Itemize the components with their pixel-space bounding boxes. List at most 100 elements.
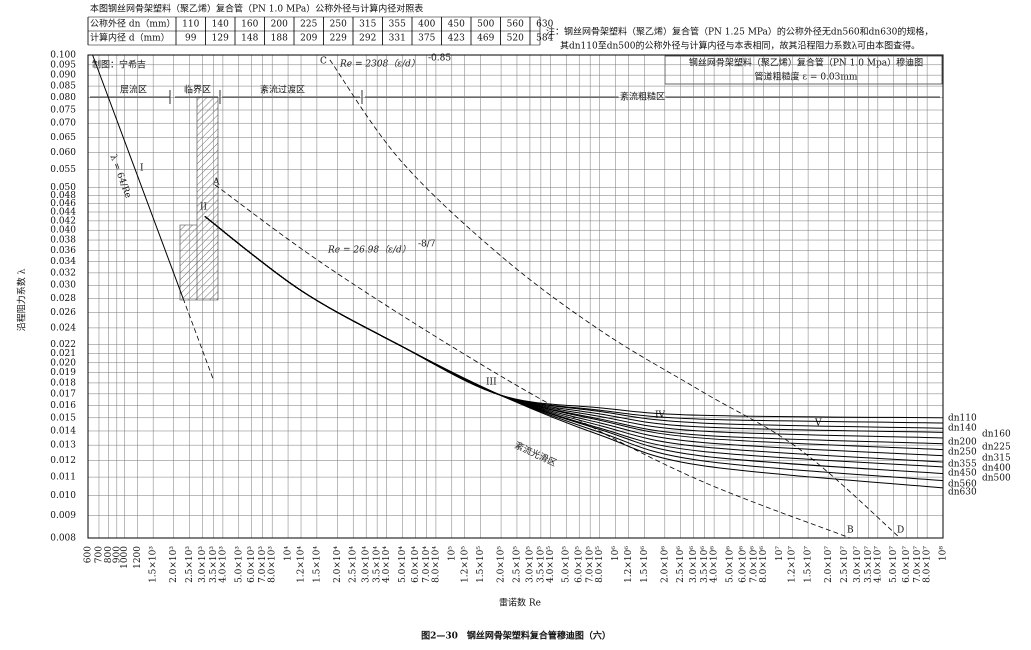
curve (92, 54, 184, 299)
x-tick-label: 700 (94, 546, 104, 563)
x-tick-label: 3.5×10⁵ (536, 546, 546, 583)
note: 其dn110至dn500的公称外径与计算内径与本表相同，故其沿程阻力系数λ可由本… (560, 40, 920, 52)
boundary-line (329, 59, 901, 539)
equation: Re = 26.98（ε/d） (327, 245, 411, 256)
legend-label: dn400 (982, 464, 1011, 474)
y-tick-label: 0.042 (50, 216, 76, 226)
table-cell: 计算内径 d（mm） (90, 32, 170, 44)
x-tick-label: 3.0×10⁶ (689, 546, 699, 583)
x-tick-label: 1000 (120, 546, 130, 569)
y-tick-label: 0.065 (50, 133, 76, 143)
table-cell: 160 (241, 20, 258, 30)
x-tick-label: 1.5×10³ (149, 546, 159, 583)
region-label: 层流区 (120, 84, 147, 96)
legend-label: dn225 (982, 443, 1011, 453)
y-tick-label: 0.046 (50, 199, 76, 209)
y-tick-label: 0.020 (50, 358, 76, 368)
table-cell: 148 (241, 34, 258, 44)
x-tick-label: 10⁶ (611, 546, 621, 561)
x-tick-label: 1.2×10⁶ (624, 546, 634, 583)
x-tick-label: 5.0×10⁶ (725, 546, 735, 583)
x-tick-label: 1.5×10⁴ (312, 546, 322, 583)
table-cell: 520 (507, 34, 524, 44)
x-tick-label: 3.5×10⁴ (373, 546, 383, 583)
point-label: A (212, 178, 220, 188)
box-roughness: 管道粗糙度 ε = 0.03mm (755, 71, 858, 83)
y-tick-label: 0.085 (50, 82, 76, 92)
x-tick-label: 3.0×10⁷ (853, 546, 863, 583)
y-tick-label: 0.055 (50, 165, 76, 175)
y-tick-label: 0.050 (50, 183, 76, 193)
y-tick-label: 0.034 (50, 257, 76, 267)
table-cell: 355 (389, 20, 406, 30)
x-tick-label: 8.0×10⁷ (923, 546, 933, 583)
table-cell: 400 (418, 20, 435, 30)
y-tick-label: 0.080 (50, 93, 76, 103)
x-tick-label: 7.0×10⁴ (422, 546, 432, 583)
x-tick-label: 3.0×10⁵ (525, 546, 535, 583)
x-tick-label: 2.5×10⁶ (676, 546, 686, 583)
legend-label: dn630 (948, 488, 977, 498)
x-tick-label: 7.0×10⁵ (586, 546, 596, 583)
x-tick-label: 1.2×10⁵ (460, 546, 470, 583)
zone-label: III (486, 378, 497, 388)
table-cell: 140 (212, 20, 229, 30)
table-cell: 423 (448, 34, 465, 44)
boundary-line (182, 298, 214, 380)
y-tick-label: 0.038 (50, 236, 76, 246)
x-tick-label: 1.2×10⁷ (788, 546, 798, 583)
y-tick-label: 0.017 (50, 389, 76, 399)
legend-label: dn250 (948, 448, 977, 458)
x-tick-label: 1.5×10⁷ (804, 546, 814, 583)
zone-label: IV (655, 411, 666, 421)
x-axis-label: 雷诺数 Re (499, 597, 541, 609)
x-tick-label: 8.0×10⁶ (759, 546, 769, 583)
x-tick-label: 900 (112, 546, 122, 563)
x-tick-label: 1.5×10⁶ (640, 546, 650, 583)
curve (204, 215, 944, 468)
x-tick-label: 3.5×10⁶ (700, 546, 710, 583)
y-tick-label: 0.044 (50, 207, 76, 217)
curve (204, 215, 944, 424)
curve (204, 215, 944, 433)
region-arrows (90, 90, 940, 104)
x-tick-label: 3.0×10⁴ (362, 546, 372, 583)
y-tick-label: 0.075 (50, 106, 76, 116)
y-tick-label: 0.013 (50, 441, 76, 451)
legend-label: dn160 (982, 430, 1011, 440)
x-tick-label: 10⁴ (284, 546, 294, 561)
y-tick-label: 0.070 (50, 119, 76, 129)
curve (204, 215, 944, 457)
x-tick-label: 8.0×10⁵ (595, 546, 605, 583)
x-tick-label: 10⁵ (447, 546, 457, 561)
table-title: 本图钢丝网骨架塑料（聚乙烯）复合管（PN 1.0 MPa）公称外径与计算内径对照… (90, 3, 423, 15)
table-cell: 292 (359, 34, 376, 44)
x-tick-label: 10⁸ (939, 546, 949, 561)
zone-label: I (140, 164, 144, 174)
x-tick-label: 2.0×10⁵ (497, 546, 507, 583)
x-tick-label: 2.5×10⁴ (349, 546, 359, 583)
x-tick-label: 2.0×10⁶ (660, 546, 670, 583)
y-tick-label: 0.090 (50, 71, 76, 81)
x-tick-label: 7.0×10³ (258, 546, 268, 583)
y-tick-label: 0.016 (50, 401, 76, 411)
x-tick-label: 7.0×10⁶ (749, 546, 759, 583)
x-tick-label: 2.5×10³ (185, 546, 195, 583)
y-tick-label: 0.040 (50, 226, 76, 236)
table-cell: 188 (271, 34, 288, 44)
x-tick-label: 1.2×10⁴ (297, 546, 307, 583)
region-label: 紊流光滑区 (513, 439, 559, 469)
y-axis-label: 沿程阻力系数 λ (16, 268, 28, 331)
x-tick-label: 4.0×10⁵ (546, 546, 556, 583)
y-tick-label: 0.026 (50, 308, 76, 318)
legend-label: dn500 (982, 474, 1011, 484)
curve (204, 215, 944, 419)
table-cell: 公称外径 dn（mm） (90, 18, 176, 30)
table-cell: 99 (185, 34, 197, 44)
y-tick-label: 0.019 (50, 368, 76, 378)
table-cell: 200 (271, 20, 288, 30)
table-cell: 315 (359, 20, 376, 30)
x-tick-label: 6.0×10⁶ (738, 546, 748, 583)
curve (204, 215, 944, 429)
